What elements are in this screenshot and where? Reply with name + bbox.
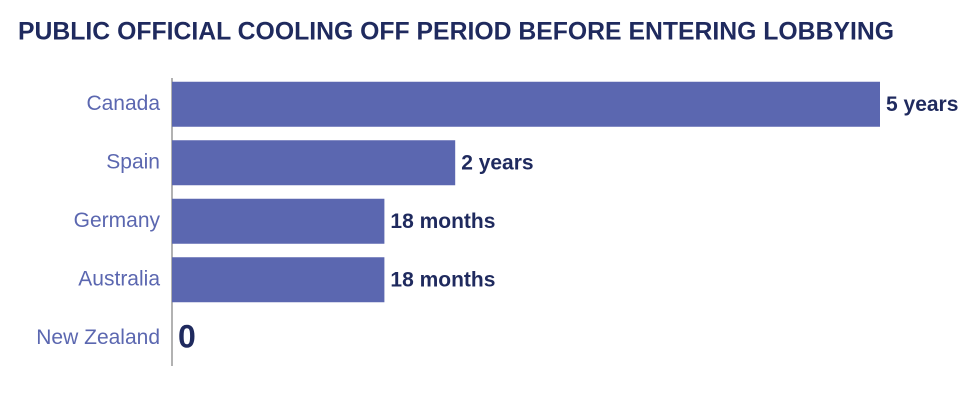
bar — [172, 81, 880, 127]
category-label: Spain — [106, 150, 160, 173]
category-label: New Zealand — [36, 326, 160, 349]
chart-title: PUBLIC OFFICIAL COOLING OFF PERIOD BEFOR… — [18, 18, 894, 46]
category-label: Australia — [78, 267, 160, 290]
bar — [172, 198, 385, 244]
value-label: 18 months — [390, 210, 495, 233]
value-label: 0 — [178, 319, 196, 355]
bar — [172, 140, 456, 186]
category-label: Canada — [86, 92, 160, 115]
value-label: 5 years — [886, 93, 958, 116]
category-label: Germany — [74, 209, 161, 232]
value-label: 18 months — [390, 268, 495, 291]
bar — [172, 257, 385, 303]
value-label: 2 years — [461, 151, 533, 174]
